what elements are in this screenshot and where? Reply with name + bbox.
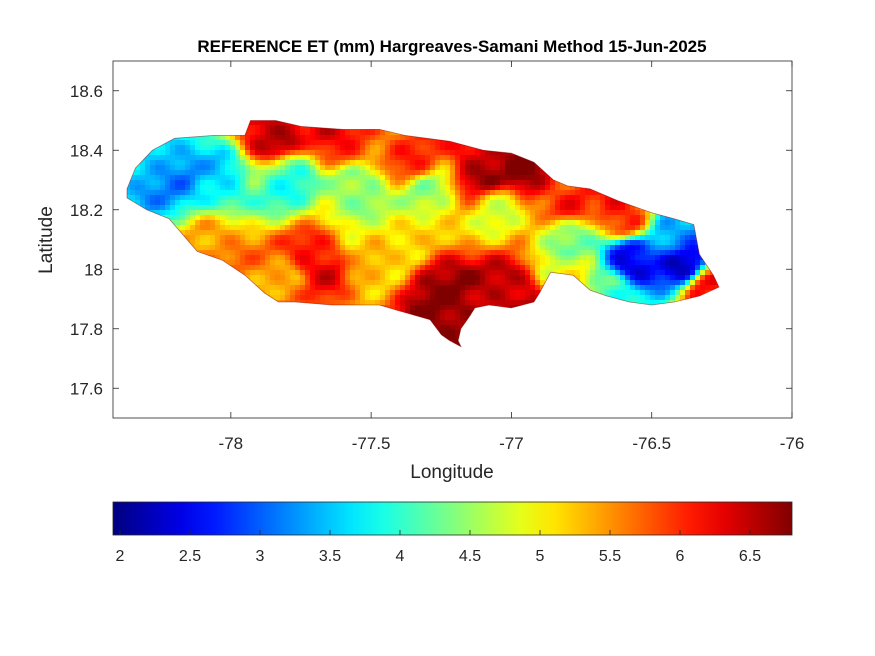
chart-title: REFERENCE ET (mm) Hargreaves-Samani Meth…: [197, 37, 706, 56]
colorbar-tick-label: 3: [256, 548, 265, 565]
x-tick-label: -76: [780, 434, 805, 453]
x-tick-label: -78: [219, 434, 244, 453]
x-tick-label: -77.5: [352, 434, 391, 453]
x-tick-label: -77: [499, 434, 524, 453]
colorbar-tick-label: 2: [116, 548, 125, 565]
colorbar-tick-label: 4: [396, 548, 405, 565]
colorbar-ticks: 2 2.5 3 3.5 4 4.5 5 5.5 6 6.5: [116, 530, 761, 565]
y-tick-label: 17.6: [70, 379, 103, 398]
colorbar-tick-label: 2.5: [179, 548, 201, 565]
y-tick-label: 18.6: [70, 82, 103, 101]
x-axis-label: Longitude: [410, 462, 493, 483]
island-outline: [126, 120, 720, 348]
y-axis-label: Latitude: [36, 206, 57, 274]
y-tick-label: 18.4: [70, 141, 103, 160]
colorbar-tick-label: 6: [676, 548, 685, 565]
colorbar-tick-label: 5.5: [599, 548, 621, 565]
colorbar: [112, 501, 793, 536]
colorbar-tick-label: 3.5: [319, 548, 341, 565]
plot-frame: [112, 60, 793, 419]
colorbar-tick-label: 4.5: [459, 548, 481, 565]
colorbar-tick-label: 5: [536, 548, 545, 565]
y-tick-label: 17.8: [70, 320, 103, 339]
y-axis-ticks: 17.6 17.8 18 18.2 18.4 18.6: [70, 82, 792, 398]
x-axis-ticks: -78 -77.5 -77 -76.5 -76: [219, 61, 805, 453]
x-tick-label: -76.5: [632, 434, 671, 453]
y-tick-label: 18.2: [70, 201, 103, 220]
colorbar-tick-label: 6.5: [739, 548, 761, 565]
y-tick-label: 18: [84, 260, 103, 279]
